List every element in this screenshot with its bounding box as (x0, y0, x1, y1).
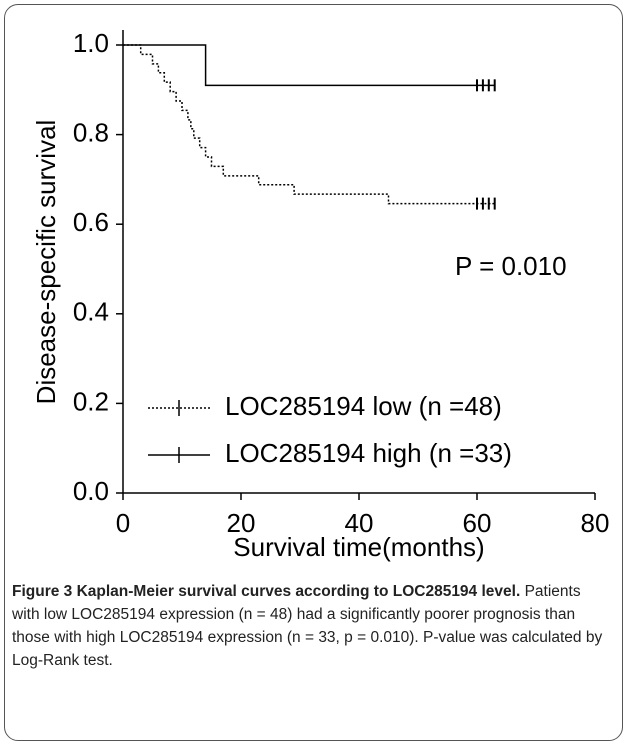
figure-frame (4, 4, 623, 741)
y-tick-label: 0.4 (73, 297, 109, 327)
annotation: P = 0.010 (455, 251, 567, 281)
chart: Disease-specific survival Survival time(… (31, 28, 610, 562)
x-tick-label: 80 (581, 508, 610, 538)
y-tick-label: 0.0 (73, 476, 109, 506)
x-axis-title: Survival time(months) (233, 532, 484, 562)
y-tick-label: 0.2 (73, 386, 109, 416)
caption-title: Figure 3 Kaplan-Meier survival curves ac… (12, 583, 521, 600)
caption-text: Patients with low LOC285194 expression (… (12, 583, 603, 669)
x-tick-label: 40 (345, 508, 374, 538)
x-tick-label: 20 (227, 508, 256, 538)
y-tick-label: 1.0 (73, 28, 109, 58)
x-tick-label: 0 (116, 508, 130, 538)
survival-curve (123, 44, 495, 87)
survival-curve (123, 44, 495, 205)
x-tick-label: 60 (463, 508, 492, 538)
legend-label: LOC285194 high (n =33) (225, 438, 512, 468)
caption: Figure 3 Kaplan-Meier survival curves ac… (12, 580, 612, 672)
y-tick-label: 0.8 (73, 117, 109, 147)
y-axis-title: Disease-specific survival (31, 120, 61, 405)
y-tick-label: 0.6 (73, 207, 109, 237)
legend-label: LOC285194 low (n =48) (225, 391, 502, 421)
